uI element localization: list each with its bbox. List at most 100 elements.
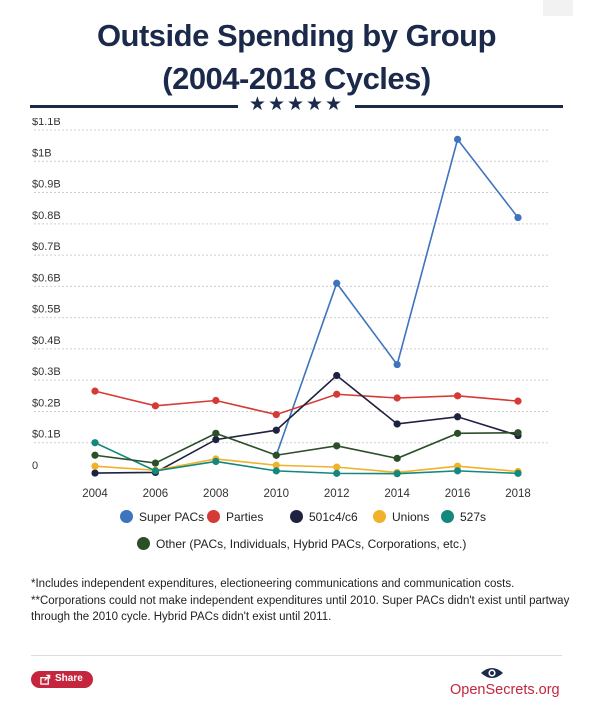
legend-label: Other (PACs, Individuals, Hybrid PACs, C… (156, 536, 467, 551)
data-point[interactable] (393, 360, 401, 369)
data-point[interactable] (151, 459, 160, 467)
data-point[interactable] (91, 469, 99, 477)
y-tick-label: $0.3B (32, 366, 61, 378)
y-tick-label: $1.1B (32, 118, 61, 128)
data-point[interactable] (272, 426, 280, 434)
data-point[interactable] (393, 394, 401, 402)
line-chart: 0 $0.1B $0.2B $0.3B $0.4B $0.5B $0.6B $0.7B $0.8… (32, 118, 548, 500)
series-line-1 (94, 390, 519, 416)
data-point[interactable] (212, 457, 220, 466)
series-line-2 (94, 374, 519, 474)
footer-divider (31, 655, 562, 656)
data-point[interactable] (91, 439, 99, 447)
series-lines (94, 137, 519, 475)
data-point[interactable] (91, 387, 99, 395)
y-tick-label: $0.9B (32, 179, 61, 191)
data-point[interactable] (333, 469, 341, 477)
legend-item[interactable]: Other (PACs, Individuals, Hybrid PACs, C… (137, 536, 466, 551)
footnote-2: **Corporations could not make independen… (31, 594, 570, 624)
data-point[interactable] (453, 429, 462, 437)
data-point[interactable] (333, 371, 341, 380)
data-point[interactable] (272, 451, 280, 459)
data-point[interactable] (333, 463, 341, 471)
data-point[interactable] (151, 467, 160, 475)
legend-label: Parties (226, 509, 264, 524)
legend-item[interactable]: 527s (441, 509, 486, 524)
x-tick-label: 2010 (263, 488, 289, 500)
data-point[interactable] (212, 396, 220, 405)
x-tick-label: 2014 (384, 488, 410, 500)
legend-item[interactable]: 501c4/c6 (290, 509, 358, 524)
share-button[interactable]: Share (31, 671, 93, 688)
x-tick-label: 2008 (203, 488, 229, 500)
y-tick-label: $1B (32, 147, 52, 159)
data-point[interactable] (393, 420, 401, 428)
data-point[interactable] (453, 413, 462, 421)
legend-label: 527s (460, 509, 487, 524)
x-tick-label: 2018 (505, 488, 531, 500)
series-line-5 (94, 431, 519, 464)
legend-swatch (441, 510, 454, 524)
y-tick-label: $0.5B (32, 304, 61, 316)
series-line-4 (94, 442, 519, 475)
y-tick-label: $0.4B (32, 335, 61, 347)
data-point[interactable] (453, 467, 462, 475)
series-points (91, 135, 522, 478)
legend-label: Unions (392, 509, 430, 524)
legend-swatch (373, 510, 386, 524)
data-point[interactable] (212, 436, 220, 444)
legend-swatch (290, 510, 303, 524)
legend-swatch (207, 510, 220, 524)
data-point[interactable] (514, 469, 522, 477)
share-label: Share (55, 673, 83, 684)
y-tick-label: $0.8B (32, 210, 61, 222)
data-point[interactable] (272, 461, 280, 469)
data-point[interactable] (333, 442, 341, 450)
x-axis-tick-labels: 2004 2006 2008 2010 2012 2014 2016 2018 (82, 488, 531, 500)
x-tick-label: 2012 (324, 488, 350, 500)
data-point[interactable] (514, 429, 522, 437)
title-line-1: Outside Spending by Group (96, 18, 497, 53)
data-point[interactable] (151, 402, 160, 410)
y-axis-tick-labels: 0 $0.1B $0.2B $0.3B $0.4B $0.5B $0.6B $0.7B $0.8… (32, 118, 61, 472)
data-point[interactable] (333, 390, 341, 398)
y-tick-label: $0.1B (32, 429, 61, 441)
logo-text: OpenSecrets.org (450, 682, 560, 698)
data-point[interactable] (453, 135, 462, 143)
page-title: Outside Spending by Group (2004-2018 Cyc… (0, 14, 593, 100)
grid-lines (34, 129, 548, 444)
data-point[interactable] (333, 279, 341, 287)
data-point[interactable] (514, 213, 522, 222)
legend-label: Super PACs (139, 509, 205, 524)
y-tick-label: $0.7B (32, 241, 61, 253)
data-point[interactable] (91, 451, 99, 459)
eye-icon (481, 668, 503, 678)
data-point[interactable] (272, 410, 280, 419)
divider-line-right (355, 105, 563, 108)
share-icon (40, 674, 51, 685)
data-point[interactable] (393, 470, 401, 478)
x-tick-label: 2016 (445, 488, 471, 500)
legend-item[interactable]: Parties (207, 509, 263, 524)
x-tick-label: 2004 (82, 488, 108, 500)
footnote-1: *Includes independent expenditures, elec… (31, 578, 515, 590)
data-point[interactable] (514, 397, 522, 405)
footnotes: *Includes independent expenditures, elec… (31, 576, 571, 626)
y-tick-label: 0 (32, 460, 38, 472)
y-tick-label: $0.2B (32, 397, 61, 409)
x-tick-label: 2006 (143, 488, 169, 500)
legend-swatch (137, 537, 150, 551)
legend-swatch (120, 510, 133, 524)
series-line-3 (94, 458, 519, 474)
data-point[interactable] (453, 392, 462, 400)
data-point[interactable] (272, 467, 280, 475)
stars-ornament: ★★★★★ (248, 94, 345, 115)
opensecrets-logo[interactable]: OpenSecrets.org (450, 666, 565, 704)
y-tick-label: $0.6B (32, 272, 61, 284)
legend-item[interactable]: Unions (373, 509, 429, 524)
series-line-0 (275, 137, 519, 456)
data-point[interactable] (393, 454, 401, 462)
legend-item[interactable]: Super PACs (120, 509, 204, 524)
data-point[interactable] (212, 429, 220, 437)
data-point[interactable] (91, 462, 99, 470)
